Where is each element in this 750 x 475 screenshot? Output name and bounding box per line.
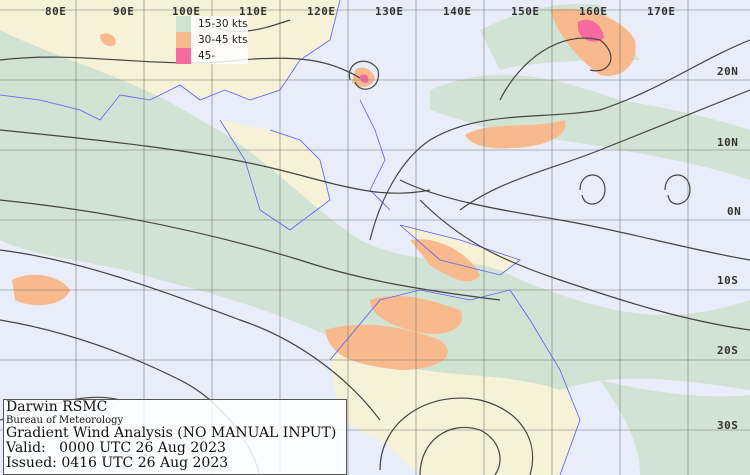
lat-label: 10N xyxy=(717,136,739,149)
wind-45-plus-areas xyxy=(360,19,604,83)
legend-item: 45- xyxy=(176,48,248,64)
legend-label: 30-45 kts xyxy=(198,34,248,46)
lat-label: 10S xyxy=(717,274,739,287)
valid-time: Valid: 0000 UTC 26 Aug 2023 xyxy=(6,440,226,456)
lat-label: 20S xyxy=(717,344,739,357)
wind-30-45-areas xyxy=(12,8,636,370)
lat-label: 0N xyxy=(727,205,742,218)
lat-label: 30S xyxy=(717,419,739,432)
lon-label: 150E xyxy=(511,5,540,18)
legend-item: 15-30 kts xyxy=(176,16,248,32)
lon-label: 90E xyxy=(113,5,135,18)
legend-label: 45- xyxy=(198,50,216,62)
lon-label: 130E xyxy=(375,5,404,18)
lon-label: 100E xyxy=(172,5,201,18)
lon-label: 140E xyxy=(443,5,472,18)
lon-label: 110E xyxy=(239,5,268,18)
info-box: Darwin RSMC Bureau of Meteorology Gradie… xyxy=(3,399,347,475)
legend-swatch xyxy=(176,48,191,64)
lat-label: 20N xyxy=(717,65,739,78)
lon-label: 160E xyxy=(579,5,608,18)
legend-label: 15-30 kts xyxy=(198,18,248,30)
wind-speed-legend: 15-30 kts 30-45 kts 45- xyxy=(176,16,248,64)
analysis-title: Gradient Wind Analysis (NO MANUAL INPUT) xyxy=(6,425,337,441)
legend-swatch xyxy=(176,16,191,32)
center-name: Darwin RSMC xyxy=(6,399,108,415)
lon-label: 120E xyxy=(307,5,336,18)
lon-label: 80E xyxy=(45,5,67,18)
agency-name: Bureau of Meteorology xyxy=(6,415,124,426)
legend-item: 30-45 kts xyxy=(176,32,248,48)
issued-time: Issued: 0416 UTC 26 Aug 2023 xyxy=(6,455,229,471)
legend-swatch xyxy=(176,32,191,48)
lon-label: 170E xyxy=(647,5,676,18)
coastlines xyxy=(0,0,581,475)
